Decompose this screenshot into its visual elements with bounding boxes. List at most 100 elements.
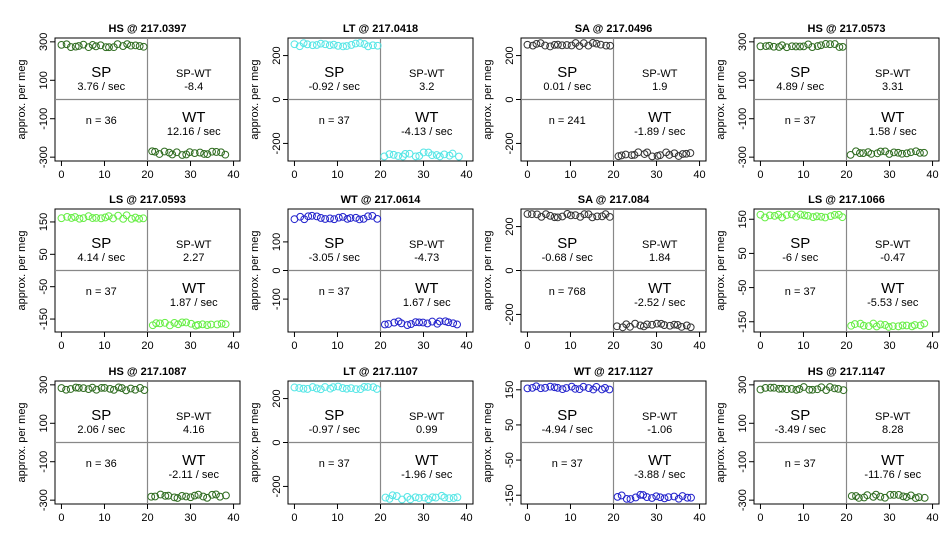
data-point: [770, 211, 779, 220]
sp-label: SP: [324, 407, 344, 424]
data-point: [380, 320, 389, 329]
data-point: [588, 213, 597, 222]
data-point: [178, 318, 187, 327]
data-point: [550, 383, 559, 392]
sp-rate: -3.49 / sec: [775, 424, 827, 436]
data-point: [898, 149, 906, 158]
sp-label: SP: [790, 64, 810, 81]
data-point: [826, 383, 834, 391]
x-tick-label: 30: [650, 340, 662, 352]
x-tick-label: 0: [524, 340, 530, 352]
data-point: [553, 383, 562, 392]
wt-rate: -1.89 / sec: [634, 126, 686, 138]
wt-rate: -4.13 / sec: [401, 126, 453, 138]
data-point: [168, 150, 177, 159]
data-point: [859, 149, 868, 158]
x-tick-label: 10: [564, 340, 576, 352]
data-point: [445, 494, 454, 503]
y-tick-label: -50: [38, 279, 50, 295]
panel-title: LT @ 217.0418: [343, 23, 418, 35]
x-tick-label: 30: [883, 512, 895, 524]
sample-count: n = 36: [86, 115, 117, 127]
data-point: [199, 492, 208, 501]
data-point: [546, 211, 555, 220]
data-point: [419, 318, 427, 327]
data-point: [453, 320, 461, 329]
data-point: [674, 152, 683, 160]
data-point: [178, 151, 187, 159]
x-tick-label: 30: [417, 512, 429, 524]
data-point: [678, 150, 687, 158]
data-point: [808, 385, 817, 394]
data-point: [562, 384, 571, 392]
data-point: [847, 492, 856, 500]
data-point: [127, 41, 135, 50]
data-point: [203, 150, 212, 159]
data-point: [97, 383, 106, 392]
data-point: [890, 491, 898, 499]
data-point: [838, 213, 847, 222]
x-tick-label: 10: [564, 169, 576, 181]
y-tick-label: 50: [38, 248, 50, 260]
data-point: [894, 490, 903, 499]
wt-label: WT: [182, 280, 205, 297]
data-point: [428, 493, 437, 502]
data-point: [872, 322, 881, 331]
data-point: [766, 383, 775, 392]
data-point: [79, 214, 88, 223]
x-tick-label: 30: [650, 169, 662, 181]
data-point: [643, 148, 651, 157]
x-tick-label: 30: [883, 169, 895, 181]
sp-wt-value: 3.2: [419, 81, 434, 93]
sp-wt-label: SP-WT: [176, 68, 212, 80]
panel-title: LT @ 217.1107: [343, 366, 418, 378]
data-point: [208, 147, 216, 156]
data-point: [384, 320, 393, 328]
sp-rate: -0.68 / sec: [542, 252, 594, 264]
y-tick-label: -300: [38, 489, 50, 511]
panel-title: SA @ 217.0496: [575, 23, 653, 35]
y-tick-label: -150: [38, 308, 50, 330]
sp-rate: -6 / sec: [782, 252, 819, 264]
data-point: [290, 383, 299, 392]
data-point: [212, 490, 220, 499]
y-tick-label: 200: [504, 46, 516, 64]
data-point: [588, 39, 597, 47]
data-point: [907, 491, 915, 500]
data-point: [920, 319, 929, 328]
data-point: [135, 42, 144, 50]
sp-label: SP: [790, 235, 810, 252]
data-point: [363, 383, 372, 391]
data-point: [579, 382, 588, 391]
data-point: [182, 492, 190, 501]
panel-title: HS @ 217.1147: [808, 366, 885, 378]
x-tick-label: 40: [693, 340, 705, 352]
wt-rate: -11.76 / sec: [864, 469, 921, 481]
x-tick-label: 10: [331, 340, 343, 352]
data-point: [123, 40, 132, 49]
data-point: [222, 491, 230, 500]
data-point: [571, 384, 580, 393]
sp-rate: 4.89 / sec: [776, 81, 824, 93]
data-point: [898, 321, 907, 330]
data-point: [299, 384, 308, 393]
x-tick-label: 30: [184, 169, 196, 181]
data-point: [902, 321, 911, 330]
data-point: [339, 42, 347, 51]
data-point: [173, 494, 182, 502]
data-point: [92, 385, 101, 394]
data-point: [170, 318, 179, 327]
data-point: [385, 150, 394, 159]
data-point: [886, 490, 895, 499]
panel-title: WT @ 217.0614: [341, 194, 422, 206]
sp-wt-label: SP-WT: [409, 411, 445, 423]
data-point: [876, 147, 885, 156]
panel-title: HS @ 217.1087: [109, 366, 187, 378]
data-point: [528, 41, 537, 50]
data-point: [308, 211, 316, 220]
x-tick-label: 20: [141, 169, 153, 181]
data-point: [854, 494, 863, 502]
data-point: [826, 40, 834, 49]
data-point: [407, 320, 415, 328]
data-point: [613, 492, 622, 501]
